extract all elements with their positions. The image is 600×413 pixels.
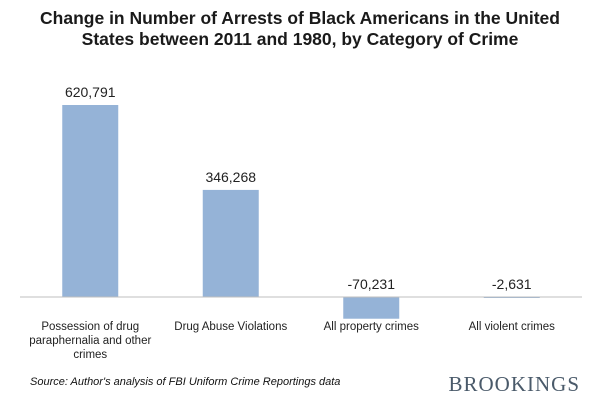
category-label-1: Possession of drug paraphernalia and othe… bbox=[29, 321, 151, 361]
source-note: Source: Author's analysis of FBI Uniform… bbox=[30, 376, 341, 388]
category-labels-group: Possession of drug paraphernalia and othe… bbox=[29, 321, 555, 361]
bar-3 bbox=[343, 297, 400, 319]
data-label-1: 620,791 bbox=[65, 84, 116, 100]
category-label-2: Drug Abuse Violations bbox=[174, 321, 287, 333]
category-label-3: All property crimes bbox=[324, 321, 419, 333]
bar-1 bbox=[62, 105, 119, 297]
bars-group bbox=[62, 105, 540, 319]
data-label-4: -2,631 bbox=[492, 276, 532, 292]
bar-2 bbox=[202, 189, 259, 297]
chart-title: Change in Number of Arrests of Black Ame… bbox=[40, 8, 560, 49]
category-label-4: All violent crimes bbox=[469, 321, 556, 333]
data-label-2: 346,268 bbox=[205, 169, 256, 185]
data-label-3: -70,231 bbox=[348, 276, 396, 292]
brookings-logo: BROOKINGS bbox=[448, 372, 580, 396]
data-labels-group: 620,791 346,268 -70,231 -2,631 bbox=[65, 84, 532, 292]
